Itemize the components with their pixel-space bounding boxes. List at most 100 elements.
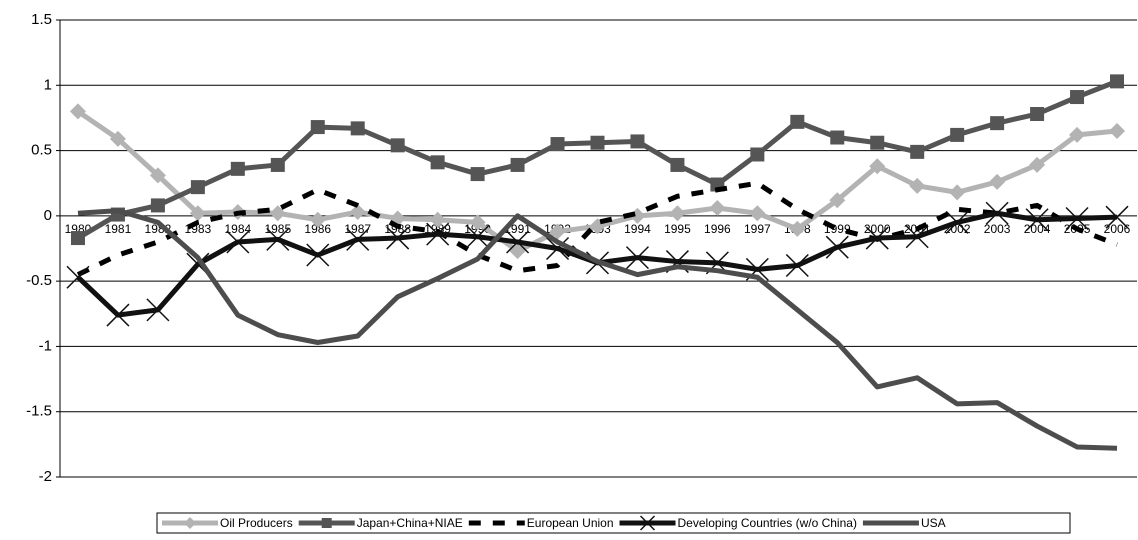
marker [386, 226, 410, 250]
series-line [76, 180, 1118, 277]
marker [1065, 206, 1089, 230]
marker [346, 227, 370, 251]
marker [466, 225, 490, 249]
marker [230, 161, 245, 176]
marker [269, 205, 286, 222]
marker [69, 103, 86, 120]
legend-marker [321, 518, 332, 528]
marker [106, 303, 130, 327]
marker [506, 230, 530, 254]
legend-label: USA [921, 516, 946, 530]
marker [549, 223, 566, 240]
legend-marker [184, 517, 196, 529]
marker [429, 211, 446, 228]
marker [1069, 126, 1086, 143]
marker [470, 167, 485, 182]
marker [310, 120, 325, 135]
marker [949, 184, 966, 201]
marker [869, 158, 886, 175]
legend-label: Oil Producers [220, 516, 293, 530]
marker [149, 167, 166, 184]
marker [1029, 156, 1046, 173]
marker [430, 155, 445, 170]
marker [830, 130, 845, 145]
marker [546, 236, 570, 261]
x-tick-label: 1996 [704, 222, 731, 236]
legend-marker [639, 515, 656, 531]
marker [670, 157, 685, 172]
marker [669, 205, 686, 222]
y-tick-label: -2 [39, 468, 52, 485]
x-tick-label: 1997 [744, 222, 771, 236]
x-tick-label: 1986 [304, 222, 331, 236]
marker [789, 220, 806, 237]
x-tick-label: 2003 [984, 222, 1011, 236]
legend-label: Developing Countries (w/o China) [678, 516, 857, 530]
x-tick-label: 1994 [624, 222, 651, 236]
x-tick-label: 2006 [1104, 222, 1131, 236]
marker [865, 226, 889, 250]
marker [70, 231, 85, 246]
marker [630, 134, 645, 149]
marker [989, 173, 1006, 190]
marker [829, 192, 846, 209]
marker [749, 205, 766, 222]
marker [750, 147, 765, 162]
legend-label: Japan+China+NIAE [357, 516, 463, 530]
marker [109, 130, 126, 147]
x-tick-label: 1984 [224, 222, 251, 236]
marker [785, 253, 809, 278]
marker [189, 205, 206, 222]
marker [1030, 107, 1045, 122]
marker [1070, 90, 1085, 105]
marker [1110, 74, 1125, 89]
marker [625, 246, 649, 270]
marker [266, 227, 290, 251]
legend-label: European Union [527, 516, 614, 530]
marker [1025, 208, 1049, 232]
marker [226, 230, 250, 254]
marker [146, 298, 170, 322]
marker [390, 138, 405, 153]
marker [66, 265, 90, 289]
y-tick-label: -1 [39, 337, 52, 354]
marker [1105, 205, 1129, 229]
marker [790, 114, 805, 129]
marker [590, 135, 605, 150]
marker [190, 180, 205, 195]
marker [150, 198, 165, 213]
marker [945, 210, 969, 234]
x-tick-label: 2000 [864, 222, 891, 236]
marker [349, 203, 366, 220]
y-tick-label: 0 [44, 207, 52, 224]
marker [509, 243, 526, 260]
marker [510, 157, 525, 172]
y-tick-label: -0.5 [26, 272, 52, 289]
y-tick-label: 1.5 [31, 11, 52, 28]
marker [910, 144, 925, 159]
marker [309, 211, 326, 228]
marker [990, 116, 1005, 131]
marker [909, 177, 926, 194]
marker [1109, 122, 1126, 139]
marker [985, 201, 1009, 225]
marker [825, 235, 849, 259]
marker [870, 135, 885, 150]
y-tick-label: -1.5 [26, 403, 52, 420]
marker [709, 200, 726, 217]
legend: Oil Producers Japan+China+NIAE European Un… [156, 512, 1071, 534]
marker [550, 137, 565, 152]
x-tick-label: 1995 [664, 222, 691, 236]
y-tick-label: 1 [44, 76, 52, 93]
series-line [77, 208, 1118, 451]
marker [350, 121, 365, 136]
x-tick-label: 1981 [105, 222, 132, 236]
marker [426, 222, 450, 246]
marker [270, 157, 285, 172]
marker [469, 214, 486, 231]
legend-box [156, 512, 1071, 534]
marker [950, 127, 965, 142]
